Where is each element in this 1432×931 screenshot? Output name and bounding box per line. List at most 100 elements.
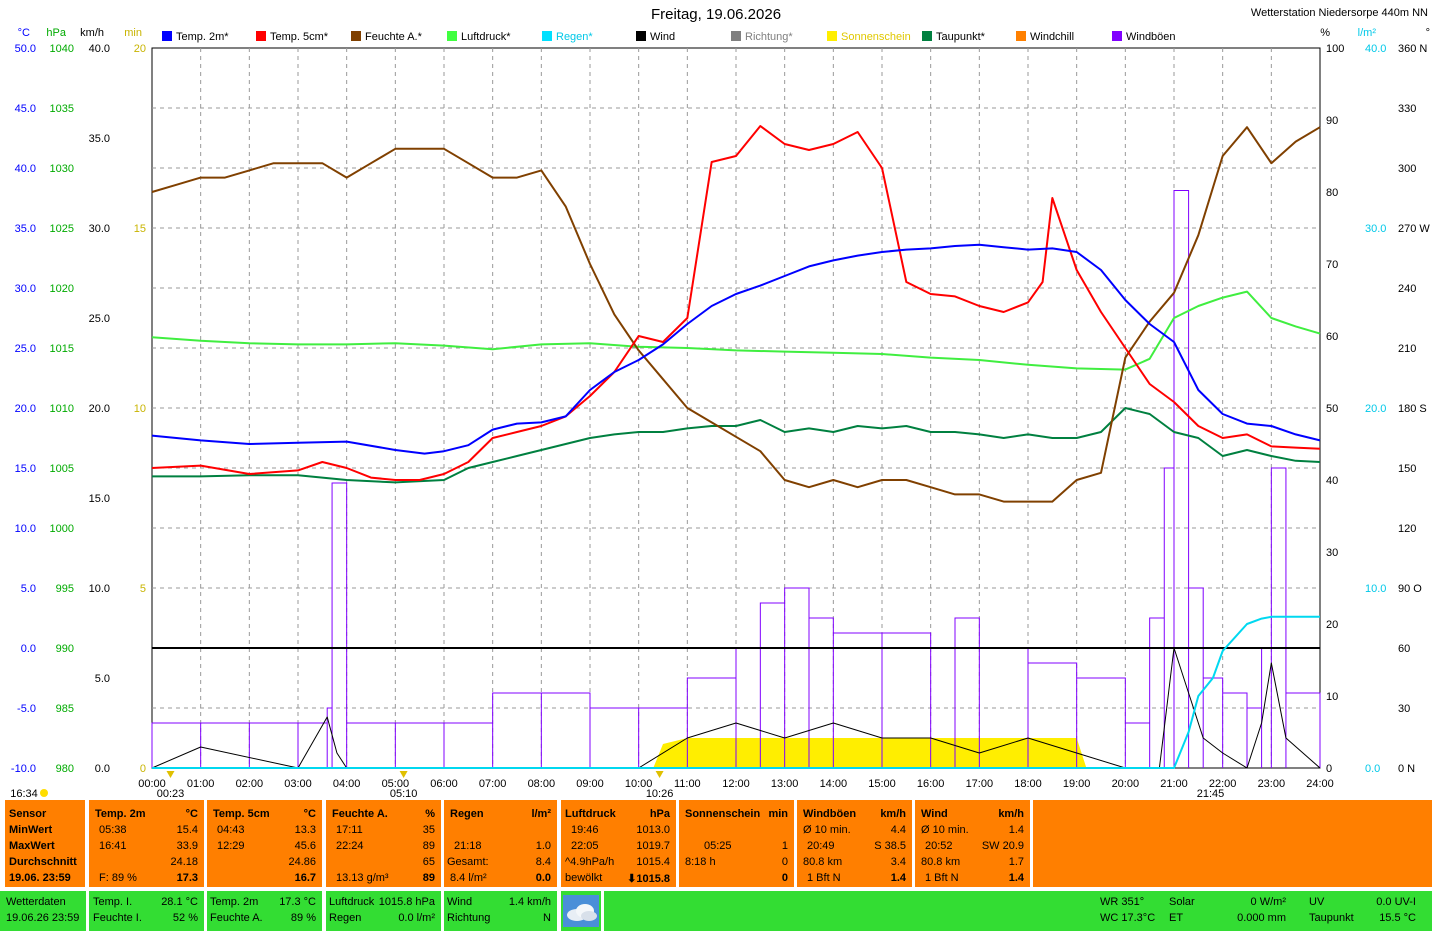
stats-distance: 80.8 km <box>803 856 843 868</box>
tick-label-lm2: 20.0 <box>1365 403 1386 415</box>
current-label: Richtung <box>447 912 491 924</box>
current-value: 52 % <box>172 912 198 924</box>
stats-avg-value: 3.4 <box>890 856 906 868</box>
legend-label: Windböen <box>1126 31 1176 43</box>
tick-label-hpa: 1025 <box>50 223 74 235</box>
series-wind <box>151 647 1321 769</box>
stats-title: Luftdruck <box>565 808 616 820</box>
stats-distance: 80.8 km <box>921 856 961 868</box>
tick-label-hpa: 995 <box>56 583 74 595</box>
current-block-indoor: Temp. I. 28.1 °C Feuchte I. 52 % <box>89 891 204 931</box>
stats-avg-value: 24.18 <box>170 856 198 868</box>
stats-current: ⬇1015.8 <box>627 872 670 885</box>
stats-max-value: 89 <box>422 840 435 852</box>
stats-current: 16.7 <box>294 872 316 884</box>
legend-item: Windchill <box>1016 31 1074 45</box>
stats-extra: 13.13 g/m³ <box>336 872 389 884</box>
legend-label: Windchill <box>1030 31 1075 43</box>
current-block-pressure: Luftdruck 1015.8 hPa Regen 0.0 l/m² <box>326 891 441 931</box>
tick-label-pct: 50 <box>1326 403 1338 415</box>
tick-label-temp: 0.0 <box>21 643 36 655</box>
tick-label-kmh: 20.0 <box>89 403 110 415</box>
tick-label-lm2: 10.0 <box>1365 583 1386 595</box>
tick-label-pct: 20 <box>1326 619 1338 631</box>
tick-label-time: 14:00 <box>820 778 848 790</box>
tick-label-time: 00:00 <box>138 778 166 790</box>
stats-min-value: 35 <box>422 824 435 836</box>
current-title: Wetterdaten <box>6 896 66 908</box>
tick-label-time: 02:00 <box>236 778 264 790</box>
stats-title: Sonnenschein <box>685 808 761 820</box>
stats-date: 19.06. 23:59 <box>9 872 71 884</box>
tick-label-temp: 50.0 <box>15 43 36 55</box>
unit-label-hpa: hPa <box>46 27 66 39</box>
stats-unit: min <box>768 808 788 820</box>
legend-label: Richtung* <box>745 31 793 43</box>
stats-current: 0.0 <box>535 872 551 884</box>
stats-temp5cm: Temp. 5cm °C 04:43 13.3 12:29 45.6 24.86… <box>207 800 322 887</box>
current-value: 0.0 UV-I <box>1376 896 1416 908</box>
sun-icon <box>40 789 48 797</box>
stats-sonne: Sonnenschein min 05:25 1 8:18 h 0 0 <box>679 800 794 887</box>
tick-label-kmh: 0.0 <box>95 763 110 775</box>
stats-extra: F: 89 % <box>99 872 137 884</box>
legend-label: Luftdruck* <box>461 31 511 43</box>
stats-sensor-title: Sensor <box>9 808 47 820</box>
stats-unit: km/h <box>998 808 1024 820</box>
stats-min-label: MinWert <box>9 824 53 836</box>
stats-max-time: 20:49 <box>807 840 835 852</box>
unit-label-deg: ° <box>1426 27 1430 39</box>
tick-label-pct: 60 <box>1326 331 1338 343</box>
stats-current: 1.4 <box>1008 872 1024 884</box>
stats-min-label: Ø 10 min. <box>803 824 851 836</box>
stats-title: Wind <box>921 808 948 820</box>
stats-feuchte: Feuchte A. % 17:11 35 22:24 89 65 13.13 … <box>326 800 441 887</box>
tick-label-hpa: 1015 <box>50 343 74 355</box>
tick-label-deg: 60 <box>1398 643 1410 655</box>
tick-label-pct: 10 <box>1326 691 1338 703</box>
current-value: 1.4 km/h <box>508 896 551 908</box>
tick-label-time: 20:00 <box>1112 778 1140 790</box>
stats-max-time: 16:41 <box>99 840 127 852</box>
tick-label-kmh: 10.0 <box>89 583 110 595</box>
unit-label-kmh: km/h <box>80 27 104 39</box>
tick-label-time: 08:00 <box>528 778 556 790</box>
unit-label-temp: °C <box>18 27 30 39</box>
tick-label-kmh: 30.0 <box>89 223 110 235</box>
stats-avg-label: Durchschnitt <box>9 856 77 868</box>
stats-max-time: 22:24 <box>336 840 364 852</box>
stats-min-value: 1.4 <box>1008 824 1024 836</box>
stats-max-time: 12:29 <box>217 840 245 852</box>
stats-min-value: 4.4 <box>890 824 906 836</box>
tick-label-time: 24:00 <box>1306 778 1334 790</box>
series-temp-2m <box>151 243 1321 455</box>
stats-unit: l/m² <box>531 808 551 820</box>
tick-label-min: 10 <box>134 403 146 415</box>
legend-label: Wind <box>650 31 676 43</box>
stats-avg-value: 0 <box>781 856 788 868</box>
tick-label-pct: 80 <box>1326 187 1338 199</box>
stats-unit: °C <box>185 808 198 820</box>
tick-label-pct: 70 <box>1326 259 1338 271</box>
stats-avg-value: 65 <box>422 856 435 868</box>
stats-max-value: 45.6 <box>294 840 316 852</box>
stats-max-time: 20:52 <box>925 840 953 852</box>
current-value: 0.0 l/m² <box>398 912 435 924</box>
stats-min-time: 17:11 <box>336 824 363 836</box>
current-label: Feuchte A. <box>210 912 263 924</box>
current-datetime: 19.06.26 23:59 <box>6 912 80 924</box>
tick-label-hpa: 985 <box>56 703 74 715</box>
legend-item: Sonnenschein <box>827 31 911 45</box>
tick-label-hpa: 990 <box>56 643 74 655</box>
tick-label-time: 18:00 <box>1014 778 1042 790</box>
tick-label-temp: -5.0 <box>17 703 36 715</box>
tick-label-time: 06:00 <box>430 778 458 790</box>
current-label: ET <box>1169 912 1184 924</box>
series-temp-5cm <box>151 125 1321 481</box>
tick-label-lm2: 30.0 <box>1365 223 1386 235</box>
stats-filler <box>1033 800 1432 887</box>
tick-label-pct: 30 <box>1326 547 1338 559</box>
tick-label-hpa: 1000 <box>50 523 74 535</box>
stats-sum-label: Gesamt: <box>447 856 489 868</box>
stats-max-time: 05:25 <box>704 840 732 852</box>
